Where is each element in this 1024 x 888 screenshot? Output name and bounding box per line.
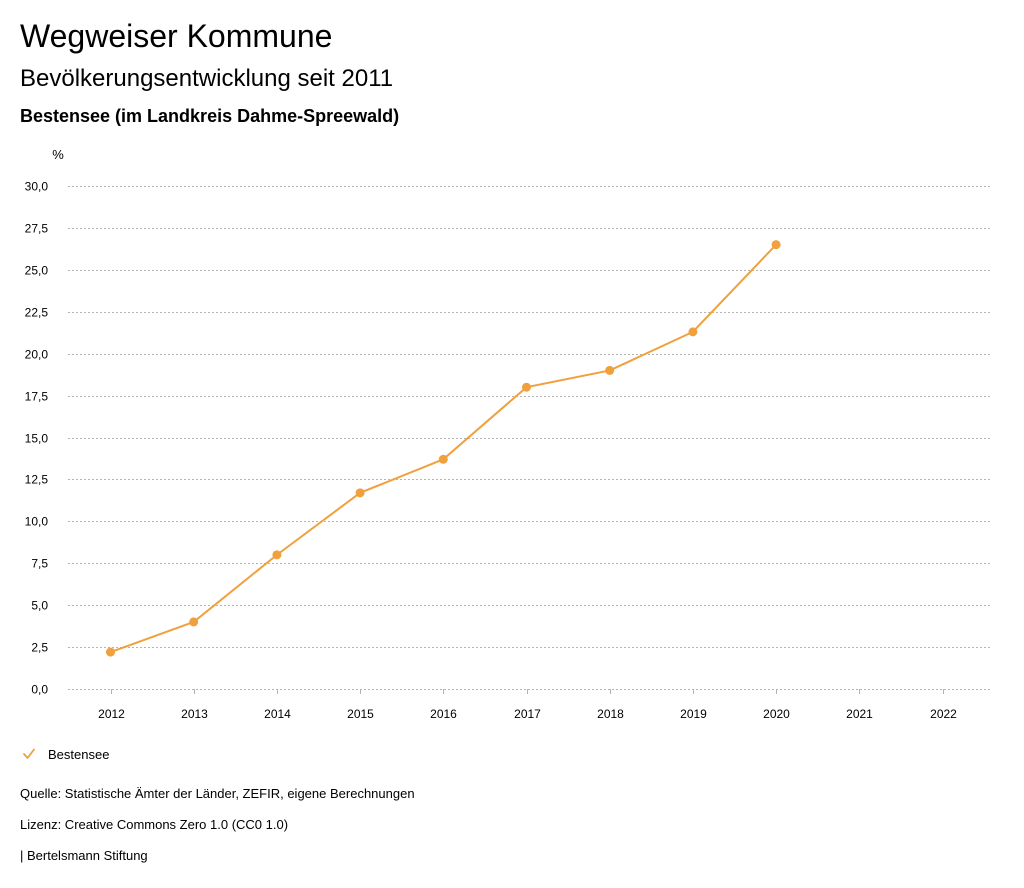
data-point[interactable] — [605, 365, 615, 375]
y-axis-unit-label: % — [52, 147, 64, 162]
x-tick-label: 2016 — [430, 707, 457, 721]
data-point[interactable] — [106, 647, 115, 657]
x-tick-label: 2019 — [680, 707, 707, 721]
data-point[interactable] — [438, 454, 448, 464]
legend[interactable]: Bestensee — [22, 744, 109, 764]
legend-label: Bestensee — [48, 746, 110, 762]
chart-subtitle: Bevölkerungsentwicklung seit 2011 — [20, 65, 394, 92]
x-tick-label: 2020 — [763, 707, 790, 721]
x-tick-label: 2015 — [347, 707, 374, 721]
license-note: Lizenz: Creative Commons Zero 1.0 (CC0 1… — [20, 817, 289, 832]
x-tick-label: 2012 — [98, 707, 125, 721]
x-tick-label: 2022 — [930, 707, 957, 721]
x-tick-label: 2017 — [514, 707, 541, 721]
data-point[interactable] — [522, 382, 531, 392]
y-tick-label: 2,5 — [31, 641, 48, 655]
x-tick-label: 2013 — [181, 707, 208, 721]
y-tick-label: 7,5 — [31, 557, 48, 571]
y-tick-label: 20,0 — [25, 348, 49, 362]
chart-title: Wegweiser Kommune — [20, 18, 333, 54]
y-tick-label: 30,0 — [25, 180, 49, 194]
line-chart: % 0,0 2,5 5,0 7,5 10,0 12,5 15,0 17,5 20,0 22,5 25… — [25, 147, 990, 721]
region-label: Bestensee (im Landkreis Dahme-Spreewald) — [20, 106, 400, 126]
y-tick-label: 5,0 — [31, 599, 48, 613]
x-tick-label: 2018 — [597, 707, 624, 721]
data-point[interactable] — [688, 327, 698, 337]
series-line-bestensee — [110, 243, 777, 654]
data-point[interactable] — [272, 550, 282, 560]
data-point[interactable] — [189, 617, 199, 627]
publisher-note: | Bertelsmann Stiftung — [20, 848, 148, 863]
data-point[interactable] — [355, 488, 365, 498]
x-tick-label: 2014 — [264, 707, 291, 721]
data-point[interactable] — [771, 240, 781, 250]
check-icon — [23, 748, 35, 759]
y-tick-label: 22,5 — [25, 306, 49, 320]
y-tick-label: 15,0 — [25, 432, 49, 446]
y-tick-label: 17,5 — [25, 390, 49, 404]
y-tick-label: 25,0 — [25, 264, 49, 278]
y-tick-label: 27,5 — [25, 222, 49, 236]
y-tick-label: 0,0 — [31, 683, 48, 697]
source-note: Quelle: Statistische Ämter der Länder, Z… — [20, 786, 415, 801]
x-tick-label: 2021 — [846, 707, 873, 721]
y-tick-label: 10,0 — [25, 515, 49, 529]
y-tick-label: 12,5 — [25, 473, 49, 487]
